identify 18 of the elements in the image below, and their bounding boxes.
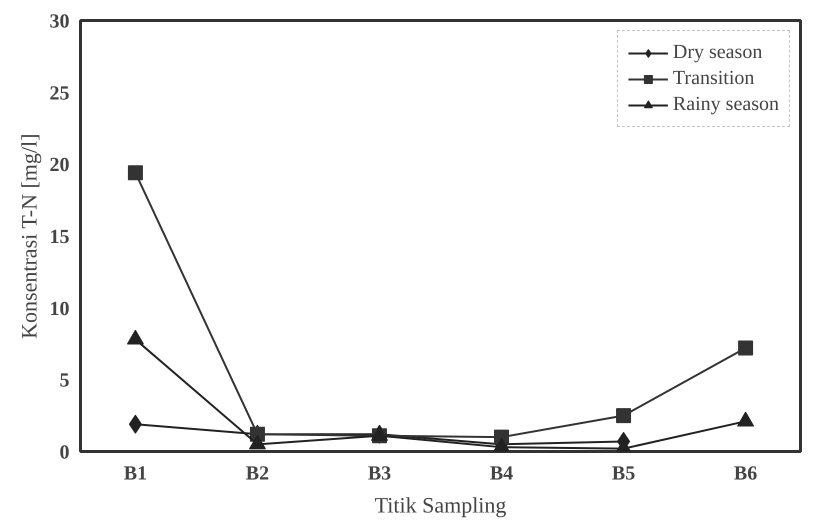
- y-tick-label: 10: [50, 298, 70, 320]
- x-tick-label: B5: [612, 462, 636, 484]
- y-axis-title: Konsentrasi T-N [mg/l]: [16, 134, 42, 339]
- x-tick-label: B1: [124, 462, 148, 484]
- x-tick-label: B3: [368, 462, 392, 484]
- x-tick-label: B6: [734, 462, 758, 484]
- x-tick-label: B2: [246, 462, 270, 484]
- y-tick-label: 5: [60, 370, 70, 392]
- x-axis-title: Titik Sampling: [374, 492, 506, 518]
- y-tick-label: 0: [60, 442, 70, 464]
- legend-label: Rainy season: [672, 93, 779, 116]
- legend-label: Transition: [672, 67, 754, 90]
- y-tick-label: 25: [50, 82, 70, 104]
- x-tick-label: B4: [490, 462, 514, 484]
- y-tick-label: 30: [50, 10, 70, 32]
- y-tick-label: 15: [50, 226, 70, 248]
- y-tick-label: 20: [50, 154, 70, 176]
- legend-label: Dry season: [672, 41, 762, 64]
